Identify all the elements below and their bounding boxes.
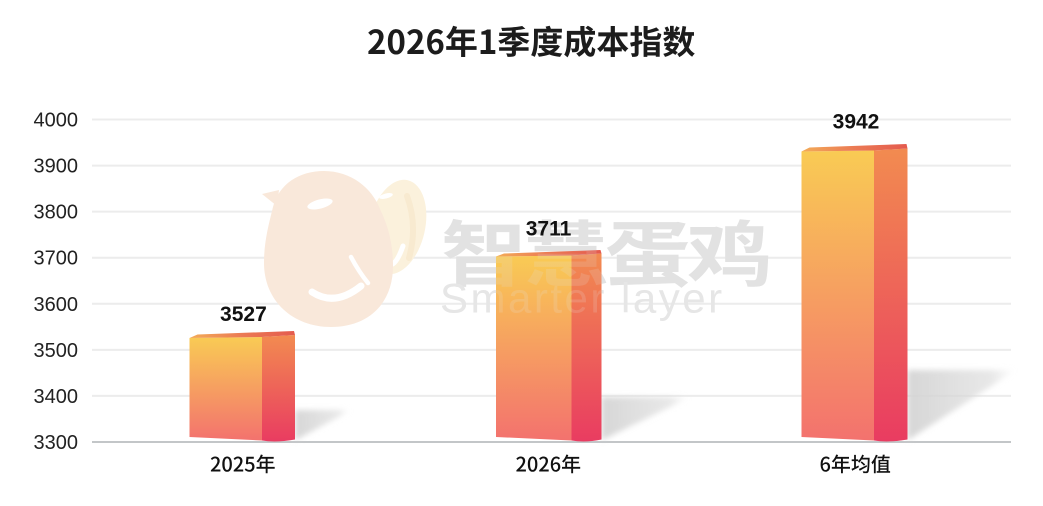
svg-text:3700: 3700 [34,248,79,270]
svg-text:3711: 3711 [526,218,572,241]
svg-text:3800: 3800 [34,202,79,224]
svg-text:3900: 3900 [34,156,79,178]
svg-text:Smarter layer: Smarter layer [440,275,725,322]
svg-text:3300: 3300 [34,432,79,454]
svg-text:3500: 3500 [34,340,79,362]
svg-text:3600: 3600 [34,294,79,316]
svg-text:3527: 3527 [220,303,267,326]
svg-text:3400: 3400 [34,386,79,408]
svg-text:4000: 4000 [34,110,79,132]
svg-text:3942: 3942 [833,111,880,134]
